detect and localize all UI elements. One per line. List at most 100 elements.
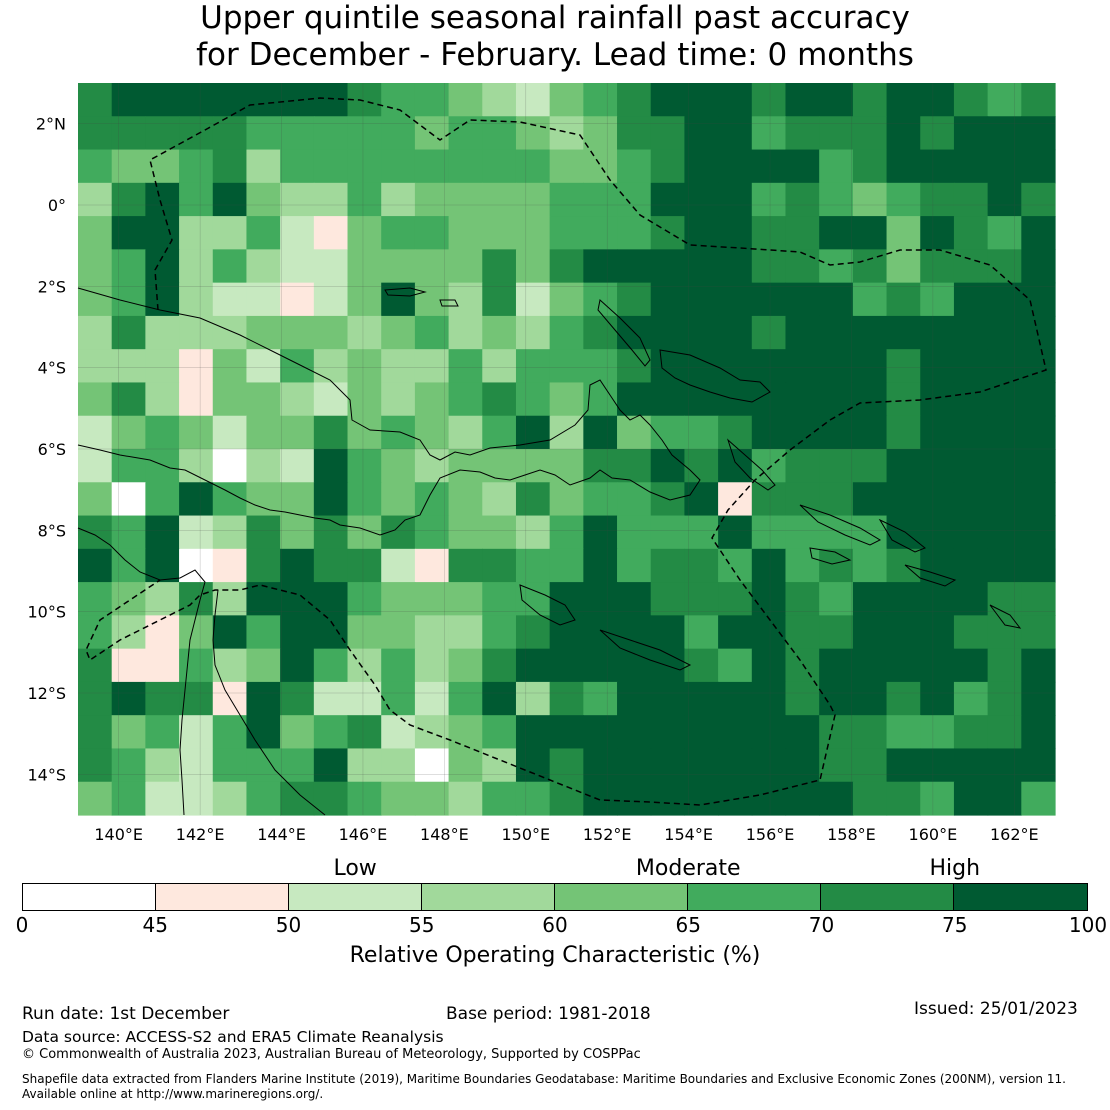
map-cell xyxy=(785,349,820,384)
map-cell xyxy=(212,415,248,450)
lat-tick-label: 4°S xyxy=(38,359,66,378)
map-cell xyxy=(179,515,214,550)
map-cell xyxy=(179,182,214,217)
map-cell xyxy=(145,648,180,683)
map-cell xyxy=(650,449,686,483)
map-cell xyxy=(414,216,450,250)
map-cell xyxy=(953,781,989,816)
map-cell xyxy=(819,116,854,151)
map-cell xyxy=(650,249,686,284)
map-cell xyxy=(212,449,248,483)
map-cell xyxy=(347,182,382,217)
map-cell xyxy=(852,182,888,217)
map-cell xyxy=(718,249,753,284)
lon-tick-label: 148°E xyxy=(420,825,469,844)
map-cell xyxy=(179,715,214,750)
map-cell xyxy=(987,349,1022,384)
map-cell xyxy=(987,315,1022,350)
map-cell xyxy=(886,715,921,750)
map-cell xyxy=(751,748,787,783)
map-cell xyxy=(751,83,787,117)
map-cell xyxy=(953,748,989,783)
map-cell xyxy=(886,116,921,151)
map-cell xyxy=(313,415,349,450)
map-cell xyxy=(381,781,416,816)
map-cell xyxy=(515,482,551,517)
map-cell xyxy=(852,582,888,616)
map-cell xyxy=(179,116,214,151)
map-cell xyxy=(684,781,719,816)
map-cell xyxy=(381,249,416,284)
map-cell xyxy=(920,182,955,217)
map-cell xyxy=(987,382,1022,417)
map-cell xyxy=(684,449,719,483)
map-cell xyxy=(886,548,921,583)
map-cell xyxy=(953,149,989,184)
map-cell xyxy=(650,582,686,616)
map-cell xyxy=(280,781,315,816)
map-cell xyxy=(1021,515,1056,550)
map-cell xyxy=(280,715,315,750)
map-cell xyxy=(886,249,921,284)
map-cell xyxy=(1021,149,1056,184)
map-cell xyxy=(381,83,416,117)
map-cell xyxy=(617,548,652,583)
map-cell xyxy=(617,515,652,550)
map-cell xyxy=(1021,748,1056,783)
map-cell xyxy=(313,748,349,783)
map-cell xyxy=(381,482,416,517)
copyright: © Commonwealth of Australia 2023, Austra… xyxy=(22,1047,641,1062)
map-cell xyxy=(718,83,753,117)
coastline-solomon-4 xyxy=(904,564,957,587)
map-cell xyxy=(650,349,686,384)
map-cell xyxy=(920,648,955,683)
map-cell xyxy=(751,282,787,317)
lon-tick-label: 162°E xyxy=(990,825,1039,844)
map-cell xyxy=(78,182,113,217)
map-cell xyxy=(280,216,315,250)
map-cell xyxy=(482,216,517,250)
run-date: Run date: 1st December xyxy=(22,1004,230,1024)
map-cell xyxy=(886,83,921,117)
lon-tick-label: 146°E xyxy=(339,825,388,844)
map-cell xyxy=(751,116,787,151)
map-cell xyxy=(953,315,989,350)
lat-tick-label: 6°S xyxy=(38,440,66,459)
map-cell xyxy=(448,582,483,616)
map-cell xyxy=(482,315,517,350)
map-cell xyxy=(212,781,248,816)
map-cell xyxy=(179,249,214,284)
map-cell xyxy=(684,182,719,217)
map-cell xyxy=(515,116,551,151)
map-cell xyxy=(313,349,349,384)
map-cell xyxy=(78,748,113,783)
map-cell xyxy=(179,282,214,317)
map-cell xyxy=(718,615,753,650)
map-cell xyxy=(1021,315,1056,350)
map-cell xyxy=(987,83,1022,117)
map-cell xyxy=(886,681,921,716)
map-cell xyxy=(347,216,382,250)
map-cell xyxy=(785,582,820,616)
map-cell xyxy=(987,781,1022,816)
map-cell xyxy=(751,482,787,517)
map-cell xyxy=(515,615,551,650)
map-cell xyxy=(1021,648,1056,683)
map-cell xyxy=(347,149,382,184)
map-cell xyxy=(515,548,551,583)
lat-tick-label: 2°S xyxy=(38,277,66,296)
map-cell xyxy=(819,382,854,417)
map-cell xyxy=(751,349,787,384)
map-cell xyxy=(111,515,146,550)
map-cell xyxy=(313,83,349,117)
map-cell xyxy=(313,515,349,550)
map-cell xyxy=(145,249,180,284)
coastline-bougainville xyxy=(726,438,776,491)
map-cell xyxy=(313,116,349,151)
map-cell xyxy=(246,648,281,683)
map-cell xyxy=(684,681,719,716)
map-cell xyxy=(111,681,146,716)
map-cell xyxy=(684,415,719,450)
map-cell xyxy=(920,83,955,117)
map-cell xyxy=(987,149,1022,184)
